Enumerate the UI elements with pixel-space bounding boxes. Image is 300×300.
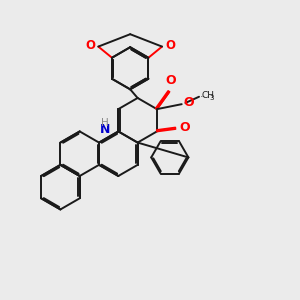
Text: 3: 3 — [209, 95, 214, 101]
Text: O: O — [184, 96, 194, 110]
Text: O: O — [179, 121, 190, 134]
Text: O: O — [165, 74, 176, 87]
Text: N: N — [100, 123, 110, 136]
Text: O: O — [85, 39, 95, 52]
Text: O: O — [165, 39, 175, 52]
Text: methyl: methyl — [201, 96, 206, 98]
Text: H: H — [101, 118, 109, 128]
Text: CH: CH — [202, 91, 214, 100]
